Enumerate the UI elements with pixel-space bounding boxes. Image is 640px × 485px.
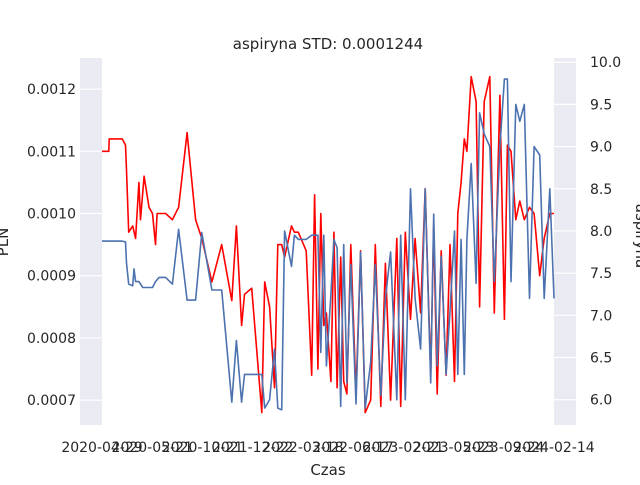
- right-axis-ticks: 6.0 6.5 7.0 7.5 8.0 8.5 9.0 9.5 10.0: [590, 55, 621, 408]
- left-tick-label-0: 0.0007: [27, 393, 76, 409]
- series-line-pln: [102, 75, 554, 414]
- right-tick-label-0: 6.0: [590, 393, 612, 409]
- left-y-axis-title: PLN: [0, 228, 12, 257]
- x-tick-label-9: 2024-02-14: [513, 440, 594, 456]
- chart-title: aspiryna STD: 0.0001244: [233, 35, 423, 53]
- x-tick-label-4: 2022-03-18: [262, 440, 343, 456]
- x-axis-ticks: 2020-04-292020-05-212020-10-212021-12-22…: [61, 440, 594, 456]
- x-tick-label-3: 2021-12-22: [212, 440, 293, 456]
- right-tick-label-4: 8.0: [590, 224, 612, 240]
- x-tick-label-6: 2023-02-21: [363, 440, 444, 456]
- right-tick-label-1: 6.5: [590, 351, 612, 367]
- left-axis-panel: [80, 58, 102, 425]
- left-tick-label-2: 0.0009: [27, 269, 76, 285]
- right-tick-label-6: 9.0: [590, 140, 612, 156]
- x-tick-label-1: 2020-05-21: [112, 440, 193, 456]
- left-tick-label-5: 0.0012: [27, 82, 76, 98]
- x-axis-title: Czas: [310, 461, 346, 479]
- right-axis-panel: [554, 58, 576, 425]
- left-tick-label-1: 0.0008: [27, 331, 76, 347]
- x-tick-label-0: 2020-04-29: [61, 440, 142, 456]
- left-tick-label-4: 0.0011: [27, 144, 76, 160]
- right-tick-label-3: 7.5: [590, 266, 612, 282]
- grid-lines: [80, 61, 576, 401]
- right-tick-label-5: 8.5: [590, 182, 612, 198]
- series-layer: [102, 75, 555, 414]
- x-tick-label-7: 2023-05-23: [413, 440, 494, 456]
- right-tick-label-2: 7.0: [590, 308, 612, 324]
- right-tick-label-8: 10.0: [590, 55, 621, 71]
- right-tick-label-7: 9.5: [590, 97, 612, 113]
- left-tick-label-3: 0.0010: [27, 207, 76, 223]
- x-tick-label-8: 2023-09-24: [463, 440, 544, 456]
- series-line-aspiryna: [102, 78, 555, 411]
- right-y-axis-title: aspiryna: [632, 204, 640, 268]
- x-tick-label-2: 2020-10-21: [162, 440, 243, 456]
- left-axis-ticks: 0.0007 0.0008 0.0009 0.0010 0.0011 0.0012: [27, 82, 76, 409]
- x-tick-label-5: 2022-06-17: [312, 440, 393, 456]
